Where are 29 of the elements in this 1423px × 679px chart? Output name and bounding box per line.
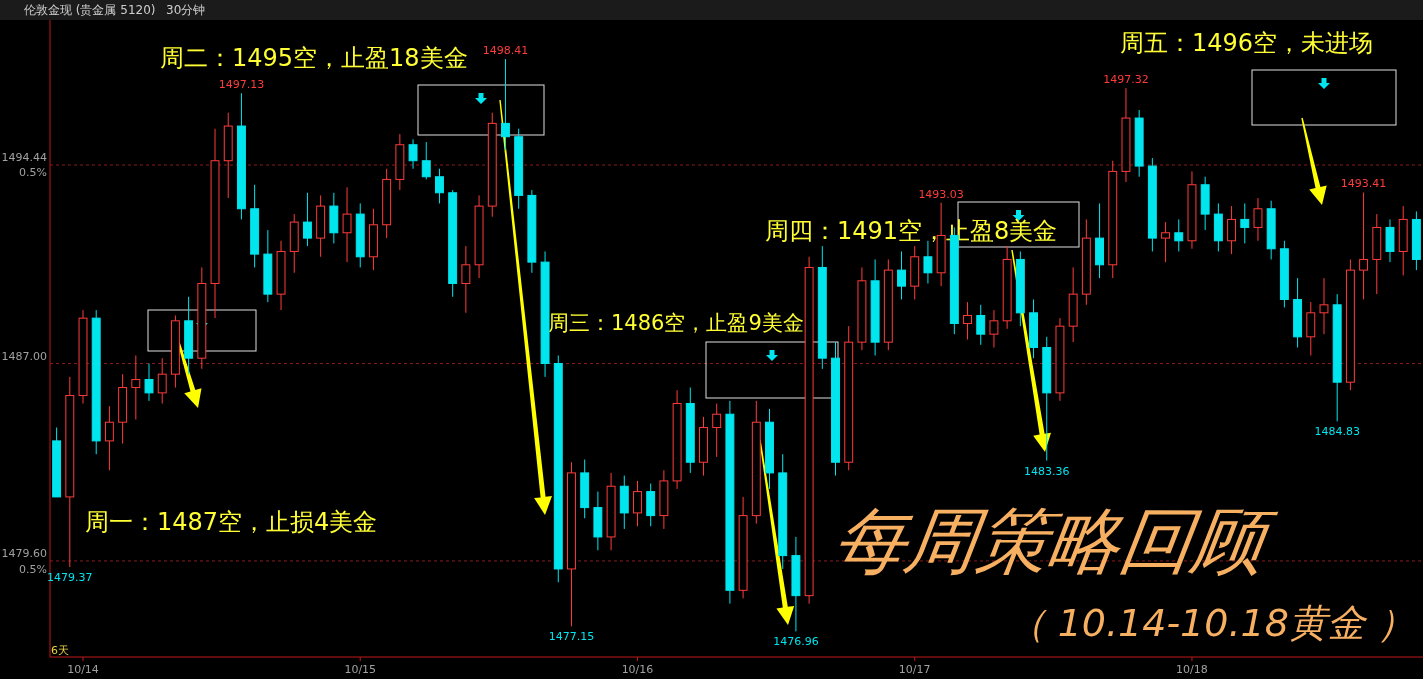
- y-tick-label: 1494.44: [1, 151, 47, 165]
- text: 1479.37: [47, 571, 93, 585]
- text: 每周策略回顾: [828, 499, 1281, 583]
- y2-tick-label: 0.5%: [19, 165, 47, 179]
- text: 1493.03: [918, 187, 964, 201]
- text: 1483.36: [1024, 464, 1070, 478]
- y2-tick-label: 0.5%: [19, 562, 47, 576]
- x-tick-label: 10/15: [344, 663, 377, 676]
- y-tick-label: 1487.00: [1, 349, 47, 363]
- x-tick-label: 10/16: [621, 663, 654, 676]
- x-tick-label: 10/14: [67, 663, 99, 676]
- text: 1497.32: [1103, 73, 1149, 87]
- text: 1497.13: [218, 78, 265, 92]
- x-tick-label: 10/17: [898, 663, 931, 676]
- text: 伦敦金现 (贵金属 5120): [24, 3, 156, 17]
- annotation: 6天: [51, 644, 69, 657]
- text: 1498.41: [482, 44, 529, 58]
- annotation: 周三：1486空，止盈9美金: [548, 311, 804, 335]
- text: 1477.15: [548, 630, 595, 644]
- annotation: 周一：1487空，止损4美金: [85, 508, 378, 536]
- annotation: 周二：1495空，止盈18美金: [160, 44, 468, 72]
- text: （ 10.14-10.18黄金 ）: [1007, 601, 1415, 645]
- x-tick-label: 10/18: [1176, 663, 1208, 676]
- text: 1476.96: [773, 635, 819, 649]
- text: 1493.41: [1340, 177, 1387, 191]
- y-tick-label: 1479.60: [1, 546, 47, 560]
- annotation: 周五：1496空，未进场: [1120, 29, 1374, 57]
- text: 30分钟: [166, 3, 206, 17]
- text: 1484.83: [1314, 425, 1360, 439]
